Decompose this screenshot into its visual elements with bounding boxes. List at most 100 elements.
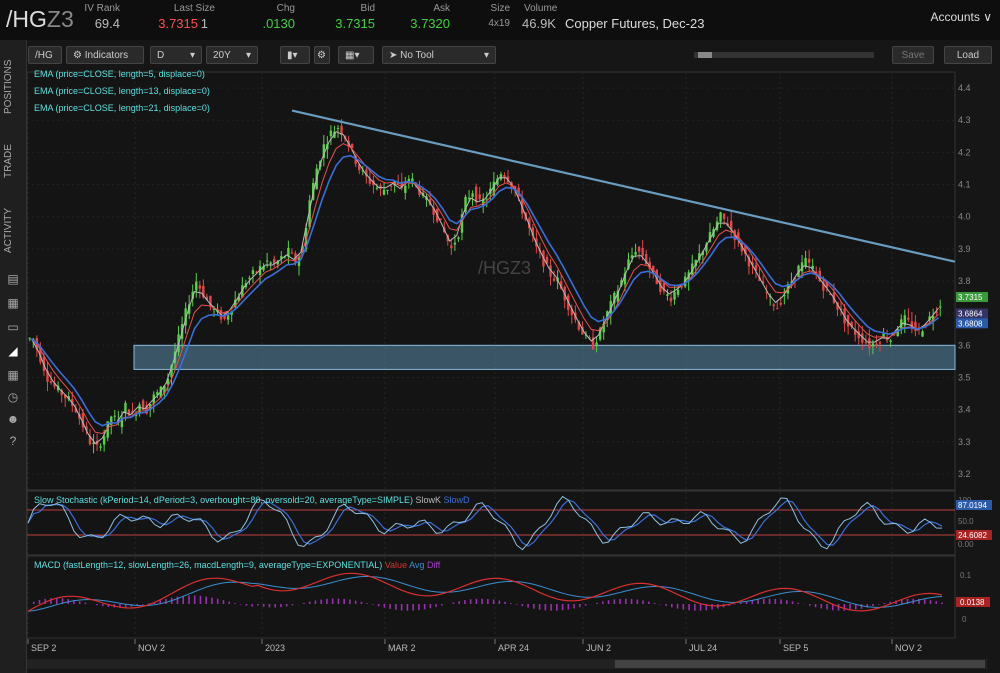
calendar-icon[interactable]: ▦ <box>7 296 19 310</box>
candle-body <box>846 314 850 327</box>
ema-21-line <box>31 154 939 427</box>
candle-body <box>747 256 751 267</box>
candle-body <box>687 272 690 282</box>
candle-body <box>556 277 559 282</box>
users-icon[interactable]: ☻ <box>6 412 20 426</box>
price-label-bg <box>956 318 988 329</box>
candle-body <box>719 212 722 222</box>
candle-body <box>779 302 783 305</box>
indicators-button[interactable]: ⚙ Indicators <box>66 46 144 64</box>
aggregation-select[interactable]: D ▾ <box>150 46 202 64</box>
studies-button[interactable]: ▦▾ <box>338 46 374 64</box>
stoch-d-label: 24.6082 <box>958 531 987 540</box>
candle-body <box>627 259 630 269</box>
drawing-tool-select[interactable]: ➤ No Tool ▾ <box>382 46 496 64</box>
candle-body <box>591 337 595 350</box>
candle-body <box>807 258 811 263</box>
left-sidebar: POSITIONS TRADE ACTIVITY ▤ ▦ ▭ ◢ ▦ ◷ ☻ ? <box>0 40 27 673</box>
macd-value-line <box>27 572 943 612</box>
candle-body <box>939 306 942 308</box>
x-tick-label: JUL 24 <box>689 643 717 653</box>
candle-body <box>35 338 39 350</box>
y-tick-label: 3.4 <box>958 405 971 415</box>
candle-body <box>326 144 329 150</box>
candle-body <box>758 277 761 281</box>
candle-body <box>793 277 797 280</box>
tab-trade[interactable]: TRADE <box>3 144 14 178</box>
accounts-menu[interactable]: Accounts ∨ <box>930 10 993 24</box>
candle-body <box>581 326 584 335</box>
candle-body <box>691 263 694 275</box>
volume-value: 46.9K <box>522 16 556 31</box>
list-icon[interactable]: ▤ <box>7 272 19 286</box>
candle-body <box>42 356 46 372</box>
zoom-slider-handle[interactable] <box>698 52 712 58</box>
candle-body <box>460 214 464 233</box>
candle-body <box>195 281 198 291</box>
candle-body <box>262 266 265 271</box>
symbol-title[interactable]: /HGZ3 <box>6 6 74 32</box>
candle-body <box>280 256 283 259</box>
quote-bar: /HGZ3 IV Rank Last Size Chg Bid Ask Size… <box>0 0 1000 40</box>
candle-body <box>825 281 829 288</box>
grid-icon[interactable]: ▦ <box>7 368 19 382</box>
candle-body <box>315 168 318 190</box>
help-icon[interactable]: ? <box>9 434 17 448</box>
candle-body <box>180 324 184 339</box>
settings-button[interactable]: ⚙ <box>314 46 330 64</box>
candle-body <box>871 343 875 347</box>
candle-body <box>861 333 864 343</box>
zoom-slider[interactable] <box>694 52 874 58</box>
save-button[interactable]: Save <box>892 46 934 64</box>
candle-body <box>446 235 450 242</box>
candle-body <box>230 311 233 315</box>
resistance-trendline[interactable] <box>291 109 956 263</box>
candle-body <box>499 174 503 180</box>
candle-body <box>414 182 418 184</box>
scrollbar-thumb[interactable] <box>615 660 985 668</box>
clock-icon[interactable]: ◷ <box>7 390 19 404</box>
y-tick-label: 4.3 <box>958 115 971 125</box>
iv-rank-value: 69.4 <box>94 16 120 31</box>
candle-body <box>102 436 106 445</box>
ema-13-line <box>31 143 939 435</box>
candle-body <box>184 308 187 326</box>
symbol-input[interactable]: /HG <box>28 46 62 64</box>
candle-body <box>368 178 372 184</box>
chart-style-button[interactable]: ▮▾ <box>280 46 310 64</box>
candle-body <box>545 257 549 264</box>
chart-icon[interactable]: ◢ <box>8 344 18 358</box>
tv-icon[interactable]: ▭ <box>7 320 19 334</box>
x-tick-label: JUN 2 <box>586 643 611 653</box>
stoch-d-label-bg <box>956 530 992 540</box>
instrument-description: Copper Futures, Dec-23 <box>565 16 705 31</box>
candle-body <box>726 223 729 226</box>
candle-body <box>889 340 892 342</box>
size-label: Size <box>490 3 510 14</box>
candle-body <box>425 196 428 200</box>
candle-body <box>630 255 634 259</box>
candle-body <box>648 261 651 270</box>
candle-body <box>322 144 326 158</box>
candle-body <box>145 405 148 414</box>
candle-body <box>754 264 758 271</box>
range-select[interactable]: 20Y ▾ <box>206 46 258 64</box>
load-button[interactable]: Load <box>944 46 992 64</box>
candle-body <box>776 308 779 310</box>
candle-body <box>786 284 790 294</box>
candle-body <box>669 297 673 302</box>
tab-positions[interactable]: POSITIONS <box>3 59 14 115</box>
candle-body <box>212 308 216 310</box>
horizontal-scrollbar[interactable] <box>27 659 987 669</box>
tab-activity[interactable]: ACTIVITY <box>3 207 14 253</box>
macd-value-label: 0.0138 <box>960 598 985 607</box>
chevron-down-icon: ▾ <box>245 50 251 61</box>
candle-body <box>343 136 347 139</box>
candle-body <box>411 178 414 182</box>
candle-body <box>875 343 878 346</box>
candle-body <box>152 394 155 404</box>
candle-body <box>829 293 832 295</box>
candle-body <box>868 338 871 349</box>
candle-body <box>563 286 566 301</box>
candle-body <box>389 185 393 187</box>
